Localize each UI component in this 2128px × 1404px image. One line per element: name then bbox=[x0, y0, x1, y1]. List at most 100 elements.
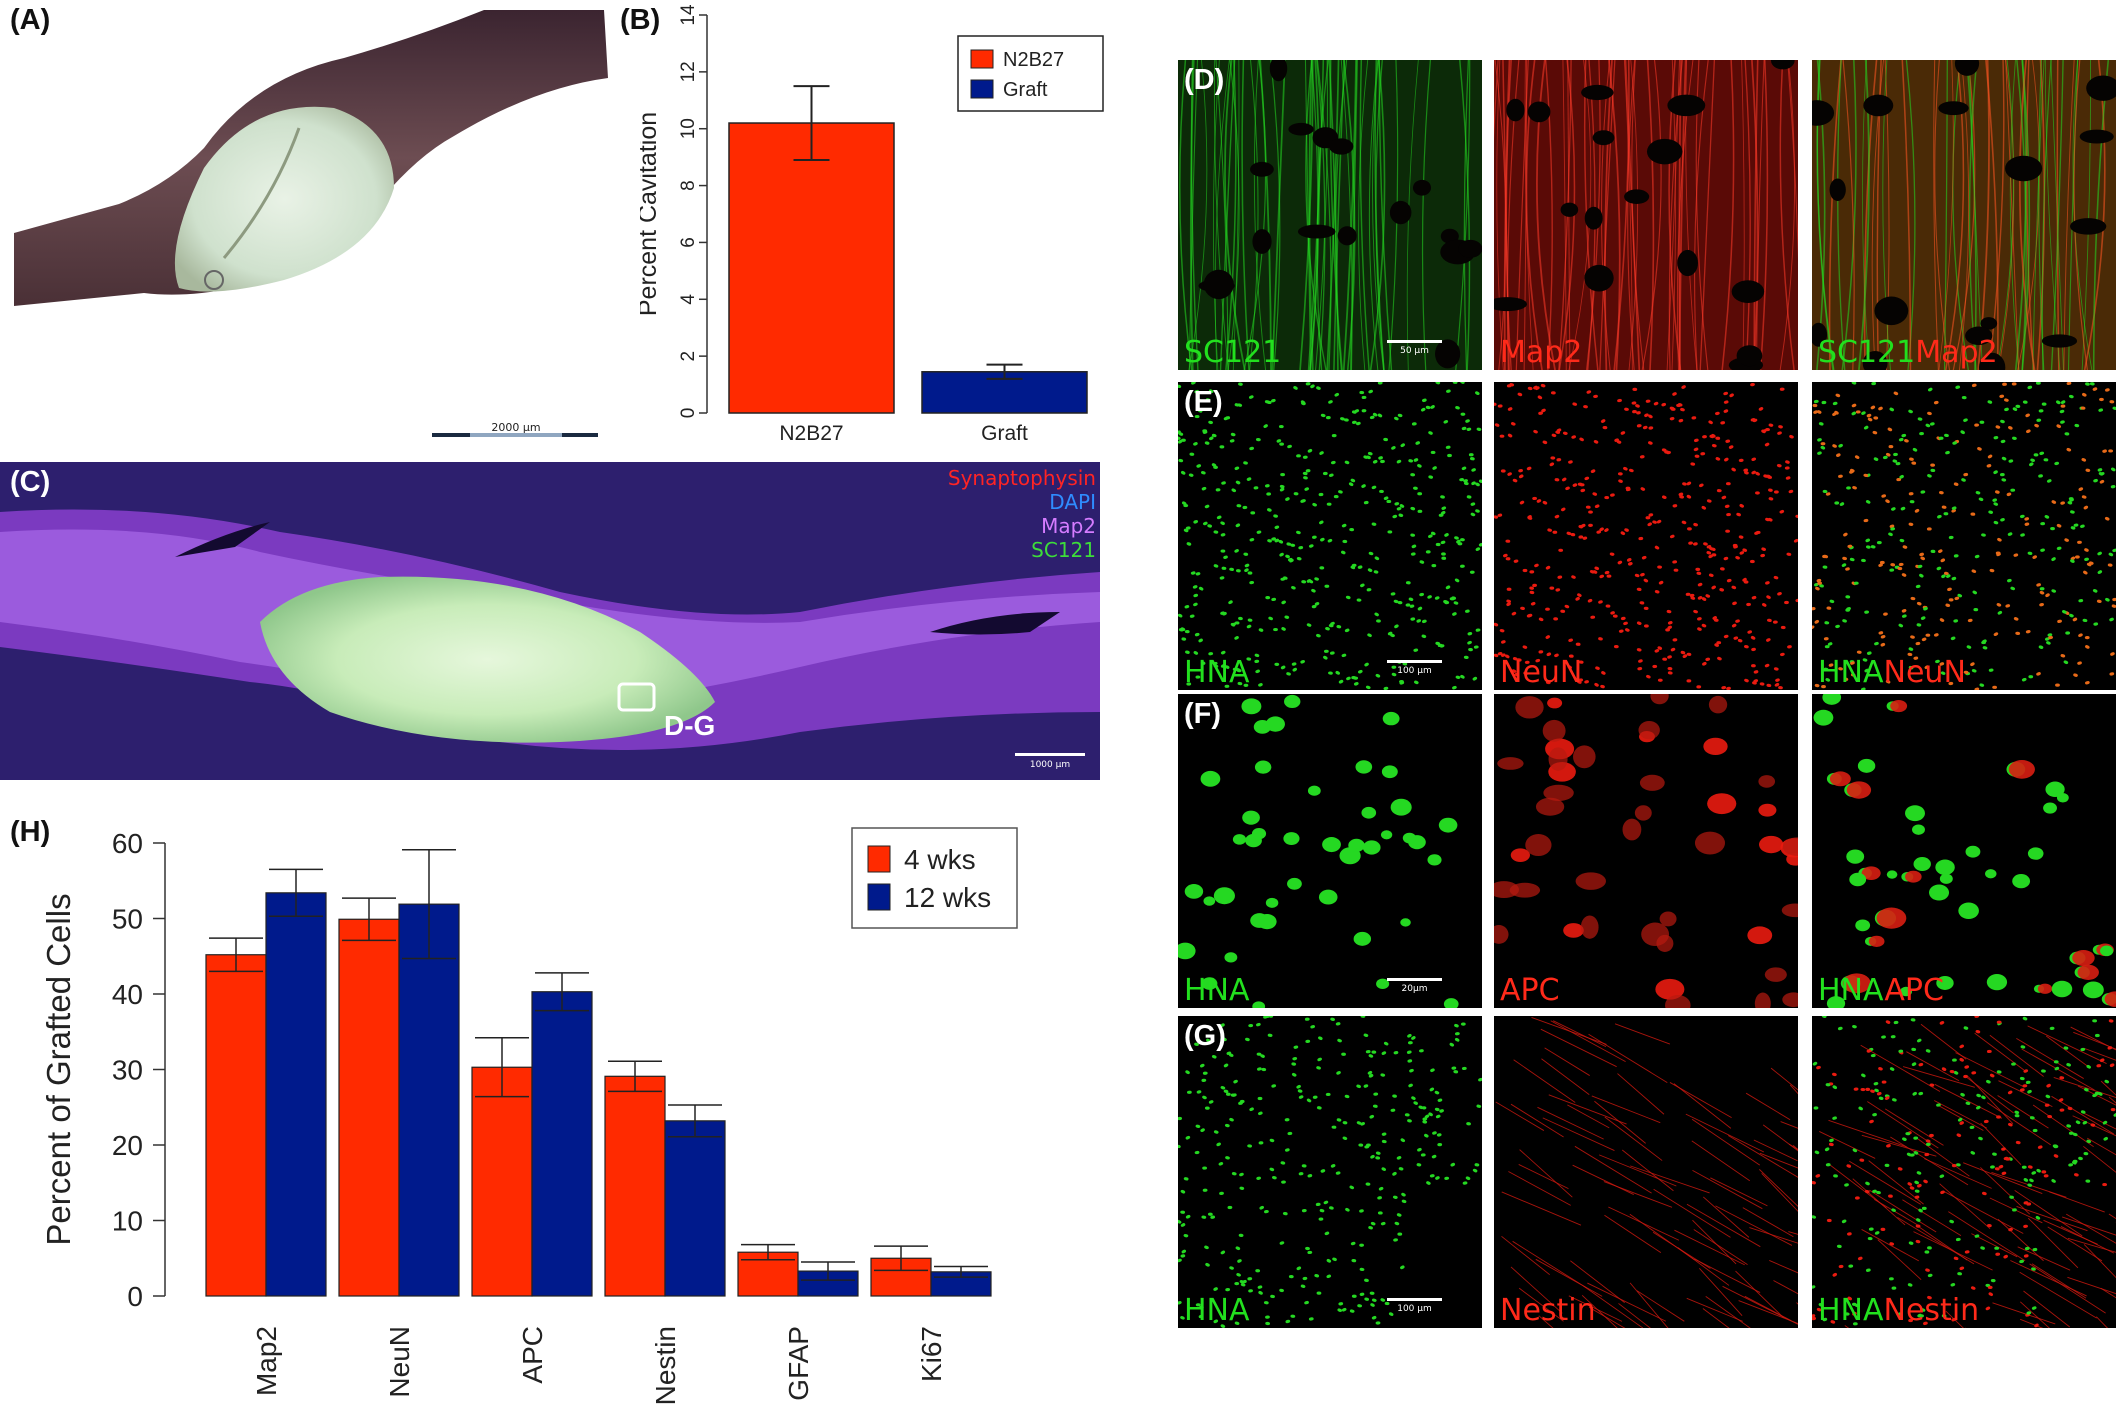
fiber bbox=[2050, 60, 2064, 370]
nucleus bbox=[1960, 1092, 1965, 1097]
nucleus bbox=[1723, 391, 1728, 396]
nestin-fiber bbox=[1705, 1295, 1751, 1328]
nucleus bbox=[1311, 604, 1317, 609]
nucleus bbox=[1992, 498, 1998, 502]
nucleus bbox=[1364, 1278, 1369, 1282]
nucleus bbox=[1497, 404, 1503, 408]
micrograph-d-merge: SC121Map2 bbox=[1812, 60, 2116, 370]
nucleus bbox=[1533, 429, 1538, 434]
stain-label-green: HNA bbox=[1818, 655, 1884, 690]
y-tick-label: 6 bbox=[678, 237, 699, 248]
nucleus bbox=[1628, 468, 1634, 473]
apc-cell bbox=[1573, 745, 1596, 769]
nucleus bbox=[1414, 680, 1419, 685]
fiber bbox=[1494, 60, 1499, 141]
nucleus bbox=[1872, 430, 1878, 435]
nucleus bbox=[1751, 647, 1756, 652]
nucleus bbox=[1731, 585, 1737, 590]
nucleus bbox=[1765, 427, 1770, 432]
nucleus bbox=[1316, 1291, 1322, 1295]
nucleus bbox=[1568, 638, 1573, 642]
nucleus bbox=[1445, 445, 1451, 449]
nucleus bbox=[1454, 1023, 1459, 1028]
nucleus bbox=[1311, 535, 1317, 539]
nestin-fiber bbox=[2061, 1216, 2116, 1236]
bar-neun-4-wks bbox=[338, 918, 400, 1297]
nucleus bbox=[2001, 1171, 2007, 1175]
nucleus bbox=[1715, 457, 1721, 461]
nucleus bbox=[1764, 663, 1770, 668]
nucleus bbox=[1605, 604, 1611, 608]
apc-cell bbox=[1781, 903, 1798, 918]
nucleus bbox=[1219, 1191, 1224, 1195]
nucleus bbox=[1998, 1164, 2004, 1169]
nucleus bbox=[1821, 685, 1826, 689]
nucleus bbox=[1470, 512, 1476, 517]
nestin-fiber bbox=[1702, 1196, 1750, 1238]
nestin-fiber bbox=[1699, 1268, 1743, 1317]
nucleus bbox=[1847, 1296, 1852, 1301]
nucleus bbox=[1237, 403, 1243, 407]
nucleus bbox=[1280, 665, 1286, 670]
nucleus bbox=[1850, 673, 1856, 677]
nucleus bbox=[1729, 393, 1734, 398]
fiber bbox=[1316, 60, 1326, 370]
nucleus bbox=[1846, 849, 1865, 864]
nucleus bbox=[1845, 567, 1850, 571]
nucleus bbox=[1784, 466, 1790, 470]
nucleus bbox=[1594, 682, 1599, 687]
nestin-fiber bbox=[2073, 1031, 2116, 1050]
nucleus bbox=[1594, 504, 1600, 508]
nucleus bbox=[1723, 634, 1729, 639]
nucleus bbox=[1252, 1001, 1266, 1008]
nucleus bbox=[1338, 490, 1343, 494]
nucleus bbox=[2097, 551, 2102, 556]
nucleus bbox=[1644, 413, 1649, 417]
nucleus bbox=[1753, 670, 1759, 674]
nucleus bbox=[1637, 667, 1643, 671]
nucleus bbox=[1949, 1219, 1954, 1224]
nucleus bbox=[1332, 1257, 1337, 1262]
nucleus bbox=[1969, 1125, 1975, 1129]
nucleus bbox=[2082, 618, 2088, 623]
nestin-fiber bbox=[1531, 1016, 1607, 1045]
nucleus bbox=[1219, 445, 1225, 449]
nestin-fiber bbox=[1538, 1315, 1554, 1328]
nestin-fiber bbox=[1861, 1229, 1920, 1262]
nucleus bbox=[1923, 1321, 1928, 1326]
nucleus bbox=[1676, 403, 1681, 408]
nucleus bbox=[1357, 1304, 1363, 1308]
nucleus bbox=[1549, 586, 1555, 590]
nucleus bbox=[1774, 683, 1780, 687]
nucleus bbox=[1268, 616, 1273, 621]
nucleus bbox=[1693, 447, 1699, 452]
nucleus bbox=[1957, 1272, 1963, 1276]
nucleus bbox=[1850, 661, 1855, 665]
nucleus bbox=[1693, 542, 1698, 546]
nucleus bbox=[1326, 1274, 1332, 1279]
nucleus bbox=[1825, 1083, 1831, 1087]
nucleus bbox=[1358, 669, 1363, 674]
nucleus bbox=[1643, 624, 1649, 628]
nucleus bbox=[2021, 1165, 2027, 1169]
nucleus bbox=[1419, 560, 1425, 564]
nucleus bbox=[1494, 402, 1497, 406]
nucleus bbox=[1562, 431, 1568, 435]
nucleus bbox=[1326, 502, 1332, 506]
fiber bbox=[1270, 60, 1281, 370]
nucleus bbox=[1879, 560, 1885, 565]
nucleus bbox=[2099, 479, 2105, 484]
nucleus bbox=[2020, 1045, 2026, 1049]
nucleus bbox=[1422, 1117, 1428, 1121]
nucleus bbox=[1428, 1112, 1433, 1117]
panel-a-label: (A) bbox=[10, 4, 51, 36]
nucleus bbox=[1196, 1090, 1202, 1094]
nestin-fiber bbox=[1691, 1140, 1751, 1182]
nucleus bbox=[1930, 463, 1936, 467]
nucleus bbox=[1930, 468, 1936, 473]
nucleus bbox=[1322, 837, 1341, 853]
nucleus bbox=[1194, 389, 1200, 394]
nucleus bbox=[1296, 1266, 1302, 1271]
apc-cell bbox=[1829, 771, 1851, 787]
nucleus bbox=[1200, 471, 1206, 475]
